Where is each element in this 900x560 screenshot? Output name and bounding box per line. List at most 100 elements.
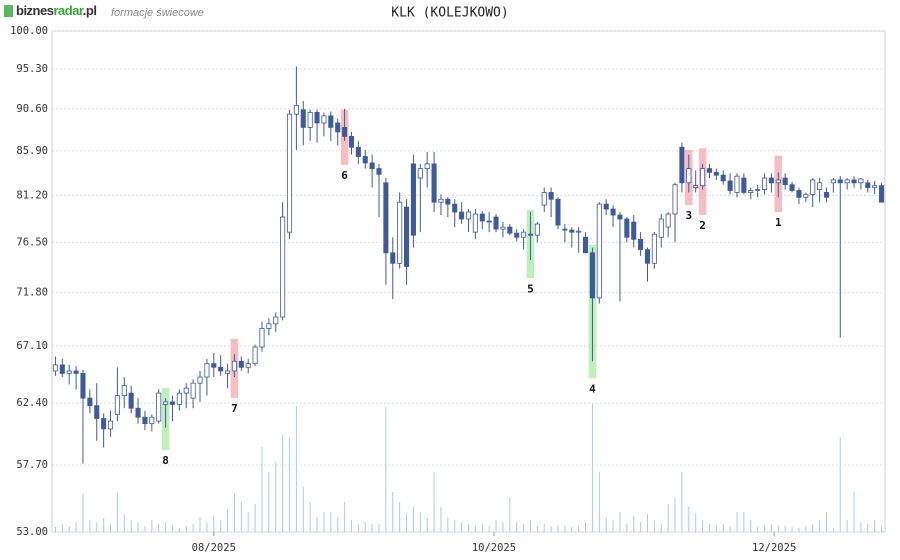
candle-body [527, 233, 533, 236]
candle-body [507, 226, 513, 234]
candle-body [761, 177, 768, 190]
candle-body [80, 372, 86, 399]
candle-body [410, 163, 416, 236]
candle-body [390, 252, 396, 264]
candle-body [638, 238, 644, 251]
y-tick-label: 81.20 [16, 189, 48, 201]
y-tick-label: 95.30 [16, 63, 48, 75]
pattern-label: 6 [341, 169, 348, 182]
candle-body [830, 179, 836, 184]
candle-body [851, 179, 857, 184]
candle-body [397, 201, 403, 264]
candle-body [286, 113, 293, 233]
y-tick-label: 90.60 [16, 103, 48, 115]
candle-body [342, 127, 348, 137]
candle-body [135, 407, 141, 418]
candle-body [844, 179, 850, 184]
candle-body [121, 385, 127, 397]
candle-body [755, 189, 761, 191]
x-tick-label: 12/2025 [752, 542, 796, 554]
candle-body [706, 168, 712, 173]
candle-body [672, 184, 678, 215]
pattern-label: 2 [699, 219, 706, 232]
candle-body [686, 168, 692, 184]
candle-body [789, 184, 795, 191]
pattern-label: 7 [231, 402, 238, 415]
candle-body [273, 316, 279, 325]
candle-body [658, 218, 664, 238]
candle-body [431, 163, 437, 203]
candle-body [197, 376, 203, 384]
candle-body [548, 192, 554, 200]
candle-body [176, 392, 182, 405]
candle-body [562, 228, 568, 231]
candle-body [493, 216, 499, 230]
candle-body [459, 211, 465, 220]
logo: biznesradar.pl formacje świecowe [4, 3, 204, 19]
candle-body [569, 229, 575, 233]
candle-body [603, 203, 609, 210]
candle-body [534, 223, 540, 236]
candle-body [596, 203, 602, 299]
candle-body [321, 115, 327, 124]
candle-body [169, 401, 176, 405]
y-tick-label: 85.90 [16, 145, 48, 157]
pattern-label: 3 [685, 209, 692, 222]
candle-body [142, 416, 148, 425]
pattern-label: 5 [527, 282, 534, 295]
candle-body [679, 146, 685, 184]
candle-body [445, 198, 451, 205]
chart-title: KLK (KOLEJKOWO) [391, 6, 508, 21]
candle-body [417, 168, 423, 179]
candle-body [555, 198, 561, 226]
y-tick-label: 100.00 [10, 25, 48, 37]
candle-body [383, 182, 389, 254]
x-tick-label: 08/2025 [192, 542, 236, 554]
y-tick-label: 57.70 [16, 459, 48, 471]
candle-body [149, 416, 155, 425]
candle-body [782, 177, 788, 186]
candle-body [300, 109, 306, 128]
candle-body [94, 405, 100, 419]
y-tick-label: 76.50 [16, 236, 48, 248]
candle-body [452, 203, 458, 213]
candle-body [465, 211, 472, 220]
candle-body [665, 213, 671, 228]
pattern-label: 4 [589, 382, 596, 395]
candle-body [817, 182, 823, 190]
candle-body [651, 233, 657, 264]
candle-body [879, 185, 885, 203]
candle-body [245, 363, 251, 368]
candle-body [541, 192, 547, 206]
candle-body [87, 397, 93, 407]
candle-body [376, 168, 382, 175]
candle-body [858, 178, 864, 184]
candle-body [252, 346, 258, 365]
candle-body [865, 182, 871, 189]
logo-icon [4, 5, 13, 17]
candle-body [335, 122, 341, 133]
candle-body [472, 213, 478, 233]
candle-body [128, 392, 134, 409]
candle-body [837, 179, 843, 184]
candle-body [266, 323, 272, 329]
candle-body [631, 221, 637, 240]
candle-body [218, 366, 224, 372]
candle-body [803, 193, 809, 198]
candle-body [424, 163, 430, 169]
candle-body [734, 175, 740, 193]
candle-body [362, 156, 368, 164]
candle-body [280, 216, 286, 318]
y-tick-label: 71.80 [16, 286, 48, 298]
logo-part: .pl [83, 3, 97, 18]
candle-body [59, 364, 65, 374]
candle-body [438, 198, 444, 203]
candle-body [348, 135, 355, 148]
candle-body [644, 249, 651, 264]
candle-body [66, 370, 72, 374]
candle-body [500, 226, 506, 230]
plot-layer: 100.00 95.30 90.60 85.90 81.20 76.50 71.80 67.1… [10, 25, 885, 554]
candle-body [582, 236, 589, 254]
candle-body [693, 185, 699, 189]
candle-body [741, 177, 747, 193]
